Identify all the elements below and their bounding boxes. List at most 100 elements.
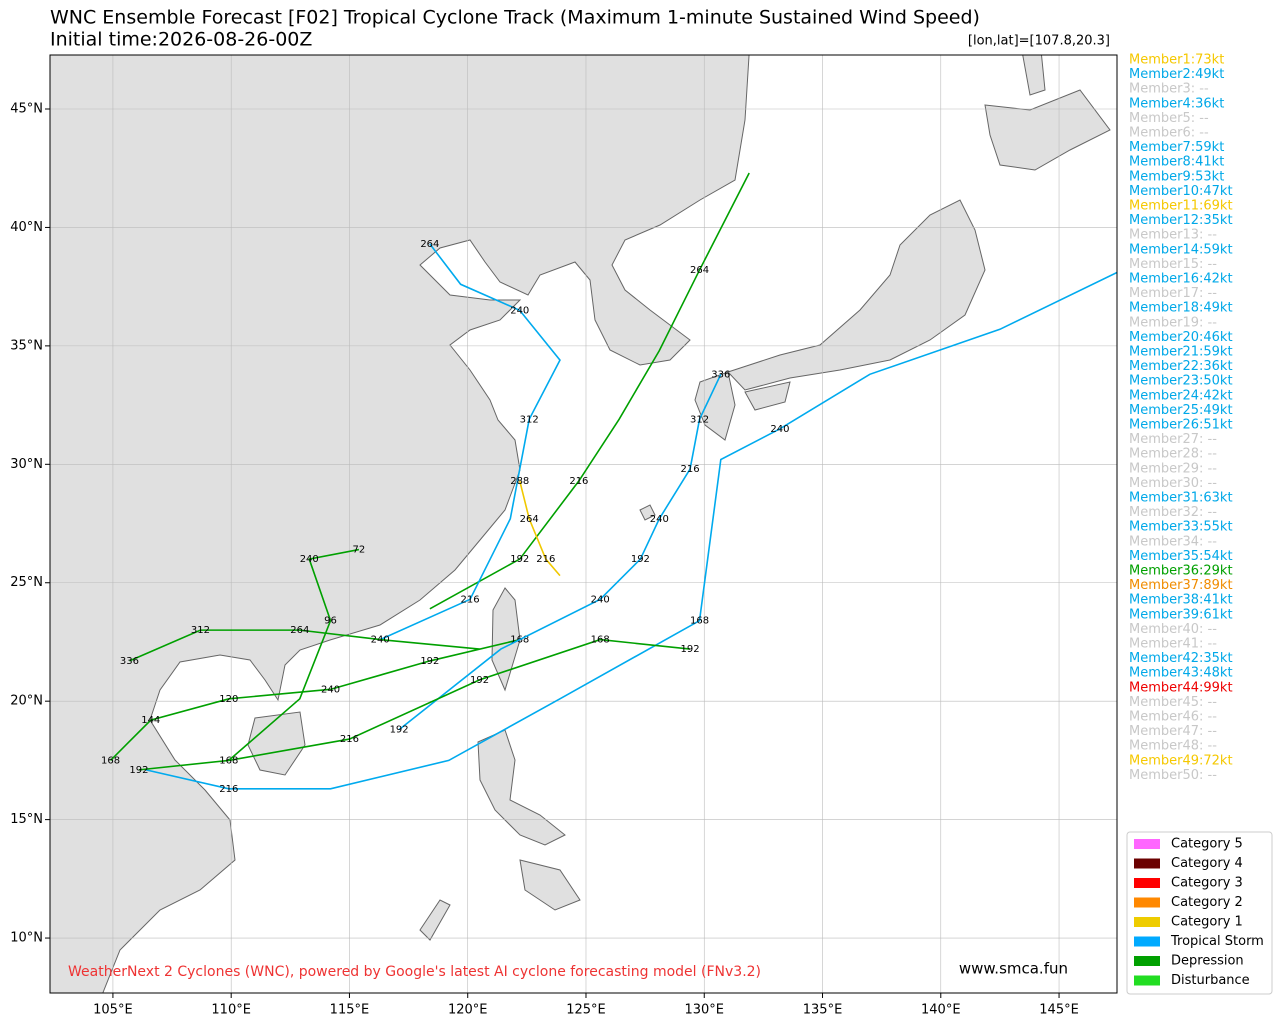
member-label: Member6: -- (1129, 126, 1209, 141)
legend-label: Category 1 (1171, 915, 1243, 930)
member-label: Member4:36kt (1129, 96, 1224, 111)
track-time-label: 216 (569, 476, 588, 487)
track-time-label: 144 (141, 715, 160, 726)
member-label: Member44:99kt (1129, 680, 1233, 695)
track-time-label: 72 (353, 545, 366, 556)
y-tick-label: 10°N (10, 931, 43, 946)
shikoku (744, 381, 791, 411)
member-label: Member49:72kt (1129, 753, 1233, 768)
member-label: Member28: -- (1129, 447, 1217, 462)
track-time-label: 240 (371, 635, 390, 646)
y-tick-label: 30°N (10, 457, 43, 472)
legend-swatch (1134, 878, 1160, 888)
member-label: Member29: -- (1129, 461, 1217, 476)
x-tick-label: 110°E (211, 1003, 251, 1018)
track-time-label: 312 (520, 414, 539, 425)
member-label: Member47: -- (1129, 724, 1217, 739)
legend-swatch (1134, 975, 1160, 986)
track-time-label: 168 (219, 755, 238, 766)
legend-label: Category 2 (1171, 895, 1243, 910)
hokkaido (984, 89, 1111, 171)
track-time-label: 168 (101, 755, 120, 766)
member-label: Member13: -- (1129, 228, 1217, 243)
track (109, 638, 520, 761)
member-label: Member27: -- (1129, 432, 1217, 447)
palawan (419, 899, 451, 941)
track-time-label: 192 (470, 675, 489, 686)
legend-box (1126, 831, 1273, 995)
member-label: Member48: -- (1129, 739, 1217, 754)
track-time-label: 312 (191, 625, 210, 636)
member-label: Member21:59kt (1129, 345, 1233, 360)
member-label: Member12:35kt (1129, 213, 1233, 228)
legend-swatch (1134, 897, 1160, 908)
track (228, 548, 360, 761)
track-time-label: 216 (536, 554, 555, 565)
member-label: Member45: -- (1129, 695, 1217, 710)
x-tick-label: 135°E (803, 1003, 843, 1018)
track-time-label: 96 (324, 616, 337, 627)
y-tick-label: 15°N (10, 812, 43, 827)
member-label: Member3: -- (1129, 82, 1209, 97)
track (138, 638, 691, 771)
website: www.smca.fun (959, 960, 1068, 978)
member-label: Member8:41kt (1129, 155, 1224, 170)
member-label: Member35:54kt (1129, 549, 1233, 564)
x-tick-label: 105°E (93, 1003, 133, 1018)
member-label: Member37:89kt (1129, 578, 1233, 593)
member-label: Member24:42kt (1129, 388, 1233, 403)
member-label: Member43:48kt (1129, 666, 1233, 681)
track (145, 271, 1117, 790)
track-time-label: 240 (321, 684, 340, 695)
track-time-label: 120 (219, 694, 238, 705)
member-label: Member23:50kt (1129, 374, 1233, 389)
map-frame (49, 54, 1118, 994)
x-tick-label: 125°E (566, 1003, 606, 1018)
track-time-label: 264 (290, 625, 309, 636)
legend-label: Disturbance (1171, 973, 1250, 988)
track-time-label: 216 (681, 464, 700, 475)
member-label: Member26:51kt (1129, 418, 1233, 433)
member-label: Member5: -- (1129, 111, 1209, 126)
track-time-label: 240 (300, 554, 319, 565)
y-tick-label: 45°N (10, 102, 43, 117)
member-label: Member17: -- (1129, 286, 1217, 301)
track-time-label: 336 (120, 656, 139, 667)
legend-swatch (1134, 917, 1160, 927)
track-time-label: 192 (631, 554, 650, 565)
member-label: Member20:46kt (1129, 330, 1233, 345)
member-label: Member1:73kt (1129, 53, 1224, 68)
track-time-label: 216 (219, 784, 238, 795)
legend-label: Category 5 (1171, 837, 1243, 852)
member-label: Member31:63kt (1129, 491, 1233, 506)
source-note: WeatherNext 2 Cyclones (WNC), powered by… (68, 964, 761, 980)
member-label: Member15: -- (1129, 257, 1217, 272)
track-time-label: 240 (510, 305, 529, 316)
taiwan (491, 587, 521, 692)
y-tick-label: 25°N (10, 575, 43, 590)
member-label: Member30: -- (1129, 476, 1217, 491)
member-label: Member10:47kt (1129, 184, 1233, 199)
member-label: Member2:49kt (1129, 67, 1224, 82)
member-label: Member25:49kt (1129, 403, 1233, 418)
member-label: Member34: -- (1129, 534, 1217, 549)
track-time-label: 192 (129, 765, 148, 776)
member-label: Member41: -- (1129, 637, 1217, 652)
track-time-label: 240 (770, 424, 789, 435)
x-tick-label: 145°E (1039, 1003, 1079, 1018)
track (129, 629, 480, 662)
tracks: 216 168 240 192 216 264 216 312 240 264 168 192 240 1… (101, 172, 1117, 795)
visayas (519, 859, 581, 911)
track-time-label: 288 (510, 476, 529, 487)
x-tick-label: 130°E (684, 1003, 724, 1018)
x-tick-label: 120°E (448, 1003, 488, 1018)
legend-label: Category 3 (1171, 876, 1243, 891)
x-tick-label: 140°E (921, 1003, 961, 1018)
member-label: Member42:35kt (1129, 651, 1233, 666)
member-label: Member16:42kt (1129, 272, 1233, 287)
hainan (247, 711, 306, 776)
member-label: Member36:29kt (1129, 564, 1233, 579)
track-time-label: 192 (681, 644, 700, 655)
track-time-label: 240 (650, 514, 669, 525)
